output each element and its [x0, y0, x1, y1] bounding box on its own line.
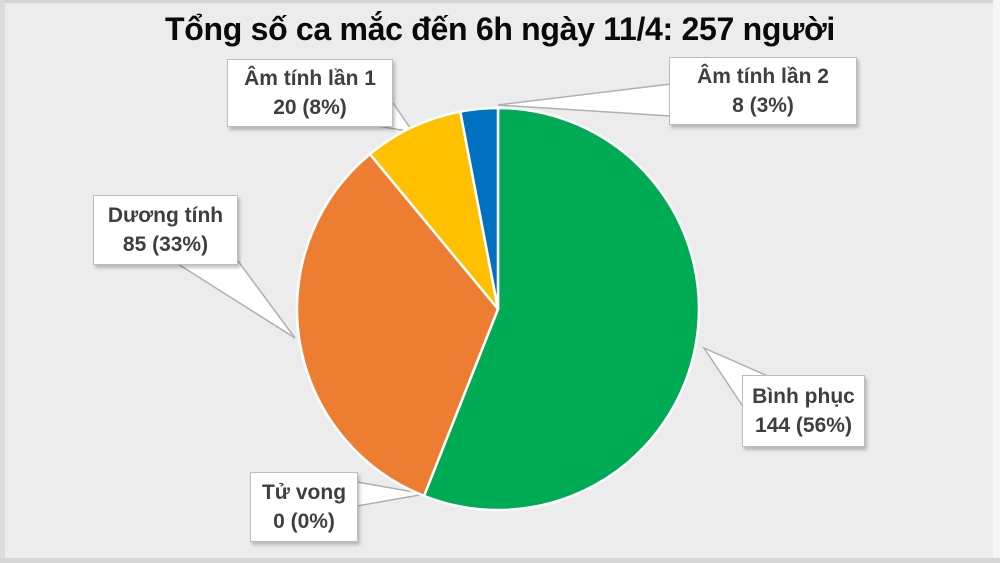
callout-am-tinh-lan-2: Âm tính lần 2 8 (3%)	[669, 57, 857, 125]
frame-edge-left	[0, 0, 5, 563]
callout-value: 20 (8%)	[273, 96, 347, 119]
callout-label: Dương tính	[107, 204, 224, 227]
callout-value: 0 (0%)	[273, 510, 335, 533]
callout-label: Âm tính lần 2	[697, 65, 829, 88]
callout-duong-tinh: Dương tính 85 (33%)	[93, 195, 238, 265]
callout-value: 144 (56%)	[755, 414, 852, 437]
pie-slice-0	[422, 106, 701, 512]
callout-binh-phuc: Bình phục 144 (56%)	[742, 375, 865, 447]
pie	[295, 106, 701, 512]
pie-slice-4	[459, 106, 500, 311]
frame-edge-bottom	[0, 558, 1000, 563]
callout-value: 85 (33%)	[122, 233, 209, 256]
callout-am-tinh-lan-1: Âm tính lần 1 20 (8%)	[227, 59, 393, 127]
frame-edge-right	[993, 0, 1000, 563]
pie-slice-3	[368, 110, 500, 311]
callout-label: Tử vong	[261, 481, 347, 504]
frame-edge-top	[0, 0, 1000, 3]
callout-value: 8 (3%)	[732, 94, 794, 117]
callout-label: Âm tính lần 1	[244, 67, 376, 90]
pie-slice-2	[295, 152, 500, 498]
chart-title: Tổng số ca mắc đến 6h ngày 11/4: 257 ngư…	[165, 11, 835, 47]
callout-pointer-duong-tinh	[175, 260, 296, 339]
callout-tu-vong: Tử vong 0 (0%)	[250, 472, 358, 542]
callout-label: Bình phục	[752, 385, 855, 408]
